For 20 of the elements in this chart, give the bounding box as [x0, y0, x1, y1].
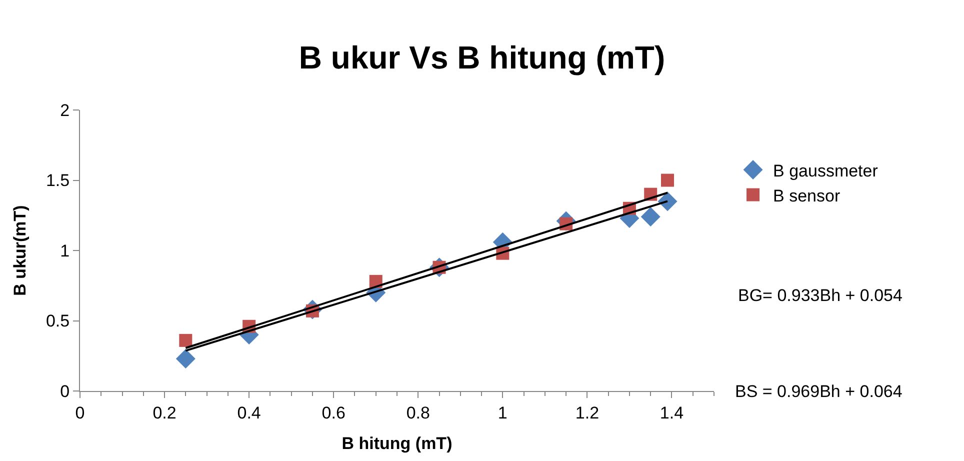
legend-label: B sensor [773, 186, 840, 206]
x-tick-label: 1 [498, 403, 508, 422]
y-tick-label: 1 [60, 241, 70, 260]
x-tick-label: 0.8 [406, 403, 430, 422]
x-tick-label: 0.6 [322, 403, 346, 422]
y-tick-label: 2 [60, 100, 70, 120]
chart-title: B ukur Vs B hitung (mT) [298, 40, 666, 76]
x-axis-title: B hitung (mT) [342, 434, 452, 453]
x-tick-label: 0.4 [237, 403, 261, 422]
y-tick-label: 0 [60, 382, 70, 401]
y-axis-title: B ukur(mT) [10, 205, 30, 296]
x-tick-label: 0.2 [152, 403, 176, 422]
text: BG= 0.933Bh + 0.054 [738, 286, 902, 305]
text: BS = 0.969Bh + 0.064 [735, 382, 902, 401]
y-tick-label: 0.5 [46, 312, 70, 331]
x-tick-label: 1.4 [660, 403, 684, 422]
x-tick-label: 0 [75, 403, 85, 422]
x-tick-label: 1.2 [575, 403, 600, 422]
legend-label: B gaussmeter [773, 161, 878, 180]
y-tick-label: 1.5 [46, 171, 70, 190]
